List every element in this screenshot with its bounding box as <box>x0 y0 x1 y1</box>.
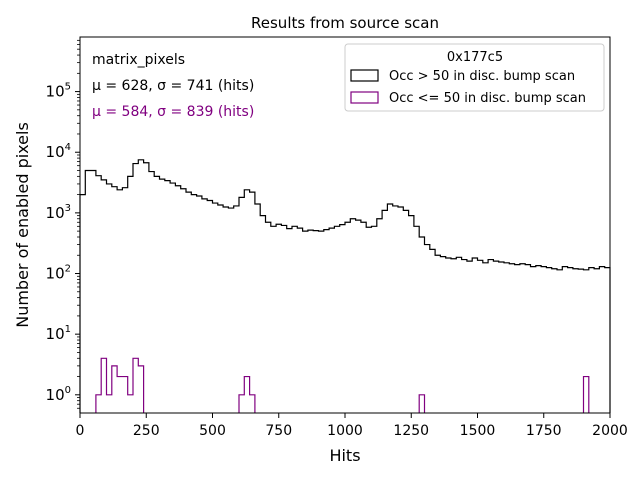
legend-label-black: Occ > 50 in disc. bump scan <box>389 69 575 84</box>
annotation-stats-purple: μ = 584, σ = 839 (hits) <box>92 104 254 120</box>
stats-annotations: matrix_pixels μ = 628, σ = 741 (hits) μ … <box>92 52 254 120</box>
x-tick-label: 750 <box>265 423 292 439</box>
legend: 0x177c5 Occ > 50 in disc. bump scan Occ … <box>344 43 605 112</box>
legend-swatch-black <box>350 69 379 82</box>
y-axis-label: Number of enabled pixels <box>13 122 32 328</box>
x-tick-label: 500 <box>199 423 226 439</box>
series-occ-le-50-step <box>95 357 590 413</box>
plot-frame <box>79 36 611 414</box>
y-tick-label: 105 <box>46 82 71 101</box>
x-tick-label: 1750 <box>526 423 562 439</box>
x-tick-label: 1000 <box>327 423 363 439</box>
annotation-stats-black: μ = 628, σ = 741 (hits) <box>92 78 254 94</box>
x-tick-label: 2000 <box>592 423 628 439</box>
plot-area <box>79 159 611 413</box>
x-tick-label: 1500 <box>460 423 496 439</box>
x-tick-label: 1250 <box>393 423 429 439</box>
x-tick-label: 250 <box>133 423 160 439</box>
annotation-dataset-name: matrix_pixels <box>92 52 185 68</box>
y-tick-label: 104 <box>46 142 71 161</box>
legend-label-purple: Occ <= 50 in disc. bump scan <box>389 91 586 106</box>
legend-title: 0x177c5 <box>447 50 503 65</box>
y-tick-label: 101 <box>46 324 71 343</box>
chart-title: Results from source scan <box>251 14 439 32</box>
y-axis-ticks: 100 101 102 103 104 105 <box>46 39 80 409</box>
series-occ-gt-50-step <box>79 159 611 413</box>
x-tick-label: 0 <box>76 423 85 439</box>
y-tick-label: 100 <box>46 385 71 404</box>
legend-box <box>344 43 605 112</box>
x-axis-ticks: 0 250 500 750 1000 1250 1500 1750 2000 <box>76 413 628 439</box>
y-tick-label: 102 <box>46 264 71 283</box>
x-axis-label: Hits <box>329 446 360 465</box>
y-tick-label: 103 <box>46 203 71 222</box>
legend-swatch-purple <box>350 91 379 104</box>
